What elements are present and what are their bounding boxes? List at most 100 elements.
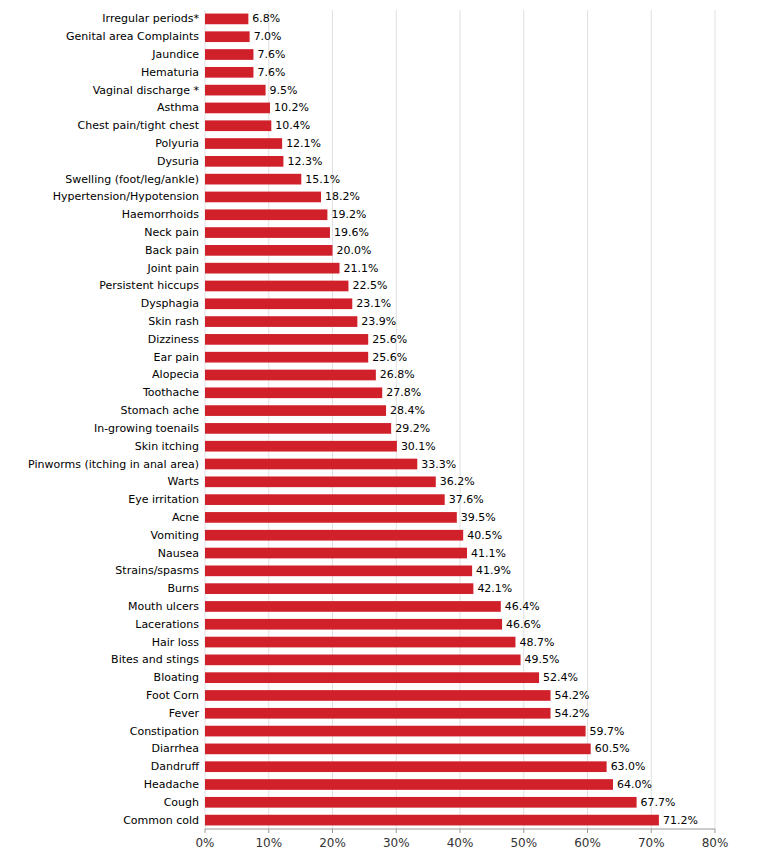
category-label: Vaginal discharge *	[93, 84, 200, 97]
category-label: Warts	[168, 475, 200, 488]
data-label: 19.6%	[334, 226, 369, 239]
grid-line	[523, 10, 524, 829]
bar	[205, 708, 551, 719]
data-label: 37.6%	[449, 493, 484, 506]
bar	[205, 619, 502, 630]
data-label: 15.1%	[305, 173, 340, 186]
bar	[205, 31, 250, 42]
data-label: 52.4%	[543, 671, 578, 684]
data-label: 27.8%	[386, 386, 421, 399]
data-label: 63.0%	[611, 760, 646, 773]
category-label: Strains/spasms	[115, 564, 199, 577]
bar	[205, 103, 270, 114]
category-label: Alopecia	[152, 368, 199, 381]
category-label: Common cold	[123, 814, 199, 827]
category-label: Swelling (foot/leg/ankle)	[65, 173, 199, 186]
tick-label: 70%	[638, 836, 665, 850]
category-label: Lacerations	[135, 618, 199, 631]
category-label: Back pain	[145, 244, 199, 257]
data-label: 12.1%	[286, 137, 321, 150]
category-label: Skin itching	[135, 440, 199, 453]
tick-label: 10%	[255, 836, 282, 850]
data-label: 23.1%	[356, 297, 391, 310]
data-label: 10.2%	[274, 101, 309, 114]
bar	[205, 120, 271, 131]
bar	[205, 744, 591, 755]
category-label: Dizziness	[148, 333, 200, 346]
bar	[205, 441, 397, 452]
chart: 0%10%20%30%40%50%60%70%80%Common coldCou…	[0, 0, 760, 861]
grid	[205, 10, 715, 829]
bar	[205, 512, 457, 523]
data-label: 18.2%	[325, 190, 360, 203]
bar	[205, 655, 521, 666]
data-label: 7.0%	[254, 30, 282, 43]
grid-line	[332, 10, 333, 829]
bar	[205, 815, 659, 826]
data-label: 59.7%	[590, 725, 625, 738]
data-label: 49.5%	[525, 653, 560, 666]
category-label: Burns	[167, 582, 199, 595]
category-label: Vomiting	[151, 529, 200, 542]
category-label: Genital area Complaints	[66, 30, 199, 43]
bar	[205, 494, 445, 505]
data-label: 12.3%	[287, 155, 322, 168]
category-label: Toothache	[142, 386, 199, 399]
data-label: 42.1%	[477, 582, 512, 595]
tick-mark	[396, 829, 397, 833]
category-label: Hypertension/Hypotension	[53, 190, 199, 203]
data-label: 46.6%	[506, 618, 541, 631]
data-label: 54.2%	[555, 689, 590, 702]
category-label: Pinworms (itching in anal area)	[28, 458, 199, 471]
category-label: Nausea	[158, 547, 199, 560]
bar	[205, 281, 348, 292]
bar	[205, 459, 417, 470]
bar	[205, 423, 391, 434]
bar	[205, 761, 607, 772]
tick-label: 40%	[447, 836, 474, 850]
category-label: Neck pain	[144, 226, 199, 239]
tick-mark	[205, 829, 206, 833]
category-label: In-growing toenails	[94, 422, 199, 435]
grid-line	[651, 10, 652, 829]
category-label: Diarrhea	[152, 742, 199, 755]
bar	[205, 14, 248, 25]
category-label: Dandruff	[151, 760, 200, 773]
bar	[205, 370, 376, 381]
bar	[205, 690, 551, 701]
tick-mark	[460, 829, 461, 833]
data-label: 23.9%	[361, 315, 396, 328]
bar	[205, 209, 327, 220]
category-label: Headache	[144, 778, 200, 791]
data-label: 33.3%	[421, 458, 456, 471]
category-label: Stomach ache	[120, 404, 199, 417]
bar	[205, 476, 436, 487]
data-label: 46.4%	[505, 600, 540, 613]
bar	[205, 601, 501, 612]
grid-line	[205, 10, 206, 829]
bar	[205, 779, 613, 790]
tick-label: 30%	[383, 836, 410, 850]
bar	[205, 156, 283, 167]
bar	[205, 67, 253, 78]
tick-label: 60%	[574, 836, 601, 850]
category-label: Dysuria	[157, 155, 199, 168]
bar	[205, 174, 301, 185]
bar	[205, 548, 467, 559]
data-label: 48.7%	[519, 636, 554, 649]
bar	[205, 387, 382, 398]
category-label: Dysphagia	[141, 297, 199, 310]
category-label: Polyuria	[155, 137, 199, 150]
category-label: Chest pain/tight chest	[78, 119, 200, 132]
data-label: 39.5%	[461, 511, 496, 524]
data-label: 22.5%	[352, 279, 387, 292]
data-label: 67.7%	[641, 796, 676, 809]
tick-mark	[268, 829, 269, 833]
data-label: 30.1%	[401, 440, 436, 453]
bar	[205, 565, 472, 576]
data-label: 19.2%	[331, 208, 366, 221]
bar	[205, 530, 463, 541]
data-label: 28.4%	[390, 404, 425, 417]
data-label: 71.2%	[663, 814, 698, 827]
category-label: Bloating	[154, 671, 199, 684]
